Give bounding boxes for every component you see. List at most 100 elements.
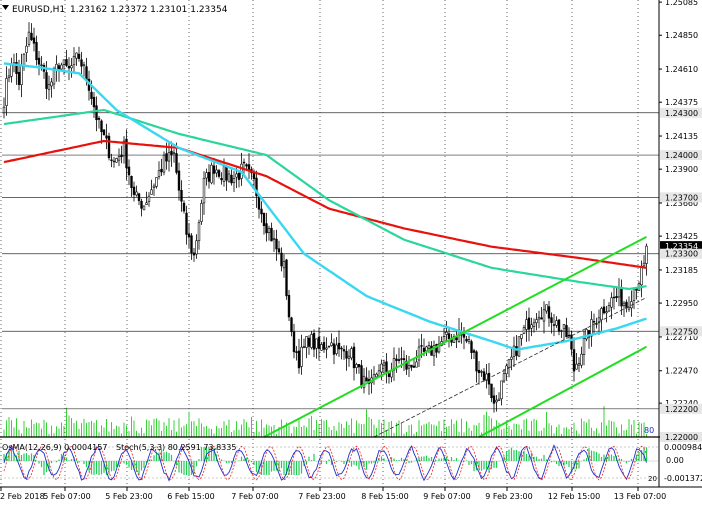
bear-candle xyxy=(570,334,573,350)
bear-candle xyxy=(170,150,173,155)
bear-candle xyxy=(17,71,21,85)
bear-candle xyxy=(527,317,531,330)
bear-candle xyxy=(192,252,196,256)
price-level-label: 1.22200 xyxy=(665,405,698,414)
bear-candle xyxy=(247,164,251,170)
bear-candle xyxy=(175,153,178,173)
price-level-tag xyxy=(660,432,702,442)
bull-candle xyxy=(355,364,358,368)
y-tick-label: 1.22710 xyxy=(665,333,698,342)
bull-candle xyxy=(145,202,148,205)
candlesticks xyxy=(2,22,648,413)
bull-candle xyxy=(632,288,636,301)
bear-candle xyxy=(37,57,41,65)
bear-candle xyxy=(285,259,288,297)
bear-candle xyxy=(180,190,183,202)
price-level-label: 1.22750 xyxy=(665,327,698,336)
y-tick-label: 1.23425 xyxy=(665,232,698,241)
bull-candle xyxy=(117,156,121,161)
bear-candle xyxy=(165,153,168,162)
bear-candle xyxy=(550,317,553,323)
bear-candle xyxy=(207,172,211,182)
bear-candle xyxy=(492,395,496,404)
bull-candle xyxy=(5,78,8,106)
stoch-level-20: 20 xyxy=(648,475,657,483)
bull-candle xyxy=(425,346,428,352)
bull-candle xyxy=(330,342,333,346)
bear-candle xyxy=(410,364,413,368)
bull-candle xyxy=(325,347,328,350)
ema-cyan-line xyxy=(3,62,647,351)
bull-candle xyxy=(610,297,613,308)
bear-candle xyxy=(100,120,103,133)
bull-candle xyxy=(582,337,586,355)
bear-candle xyxy=(567,334,571,337)
bear-candle xyxy=(90,91,93,99)
channel-lower-line xyxy=(478,345,647,438)
osma-label: OsMA(12,26,9) 0.0004157 xyxy=(2,443,107,452)
bull-candle xyxy=(505,365,508,375)
x-tick-label: 12 Feb 15:00 xyxy=(548,492,600,501)
bull-candle xyxy=(147,195,151,202)
bull-candle xyxy=(20,65,23,86)
bull-candle xyxy=(642,262,646,267)
bull-candle xyxy=(197,222,201,242)
bull-candle xyxy=(512,345,516,357)
bull-candle xyxy=(560,330,563,332)
y-tick-label: 1.22950 xyxy=(665,299,698,308)
osma-level-top: 0.000984 xyxy=(664,443,702,452)
bull-candle xyxy=(542,309,546,322)
bear-candle xyxy=(65,59,68,66)
ohlc-readout: 1.23162 1.23372 1.23101 1.23354 xyxy=(70,5,228,15)
bull-candle xyxy=(532,322,536,327)
bear-candle xyxy=(290,317,293,332)
bull-candle xyxy=(597,317,601,324)
bear-candle xyxy=(160,168,163,173)
bull-candle xyxy=(347,355,351,359)
bull-candle xyxy=(517,336,521,357)
bull-candle xyxy=(10,63,13,77)
bull-candle xyxy=(272,238,276,240)
bear-candle xyxy=(342,349,346,352)
bull-candle xyxy=(520,334,523,339)
bear-candle xyxy=(45,72,48,89)
bear-candle xyxy=(255,177,258,197)
bear-candle xyxy=(472,350,476,353)
bear-candle xyxy=(262,212,266,226)
stoch-label: Stoch(5,3,3) 80.2591 73.8335 xyxy=(116,443,236,452)
bear-candle xyxy=(465,338,468,342)
bear-candle xyxy=(400,358,403,360)
bull-candle xyxy=(267,228,271,233)
channel-upper-line xyxy=(263,235,647,438)
bull-candle xyxy=(605,311,608,314)
bull-candle xyxy=(645,245,648,264)
bull-candle xyxy=(427,345,431,349)
bull-candle xyxy=(607,305,611,312)
bull-candle xyxy=(82,64,86,66)
bull-candle xyxy=(485,373,488,381)
x-tick-label: 2 Feb 2018 xyxy=(0,492,45,501)
bear-candle xyxy=(482,371,486,381)
bull-candle xyxy=(205,172,208,179)
bull-candle xyxy=(350,348,353,359)
bear-candle xyxy=(85,66,88,81)
price-level-tag xyxy=(660,107,702,118)
bull-candle xyxy=(535,319,538,324)
bull-candle xyxy=(600,308,603,321)
bear-candle xyxy=(120,154,123,158)
bull-candle xyxy=(497,398,501,402)
bear-candle xyxy=(385,361,388,373)
bear-candle xyxy=(95,105,98,121)
bull-candle xyxy=(232,178,236,183)
bear-candle xyxy=(515,346,518,356)
bear-candle xyxy=(357,364,361,368)
dropdown-arrow-icon[interactable] xyxy=(2,5,9,10)
bear-candle xyxy=(365,377,368,382)
grid xyxy=(0,0,639,485)
bear-candle xyxy=(185,212,188,235)
bull-candle xyxy=(375,373,378,378)
bear-candle xyxy=(140,200,143,209)
bear-candle xyxy=(557,319,561,332)
bear-candle xyxy=(345,351,348,359)
